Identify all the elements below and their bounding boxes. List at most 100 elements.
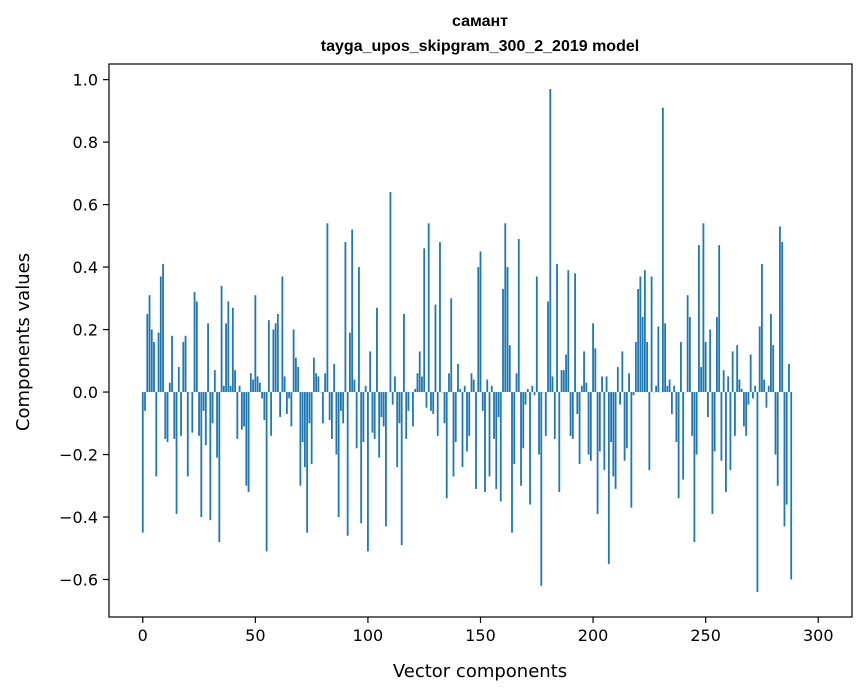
bar-262 (731, 351, 734, 393)
y-axis: −0.6 −0.4 −0.2 0.0 0.2 0.4 0.6 0.8 1.0 (59, 71, 109, 590)
bar-54 (263, 392, 266, 421)
bar-88 (340, 392, 342, 411)
bar-210 (614, 392, 617, 489)
bar-11 (166, 392, 169, 443)
bar-31 (211, 392, 214, 424)
bar-36 (222, 385, 225, 393)
bar-166 (515, 373, 518, 393)
bar-270 (749, 354, 752, 393)
bar-12 (168, 382, 171, 393)
bar-280 (772, 345, 775, 393)
bar-278 (767, 385, 770, 393)
bar-35 (220, 285, 223, 393)
y-tick-label: 0.6 (73, 196, 98, 215)
bar-157 (495, 392, 498, 489)
bar-272 (754, 385, 757, 393)
bar-32 (213, 370, 216, 393)
bar-205 (603, 392, 606, 471)
bar-134 (443, 392, 446, 424)
bar-220 (637, 288, 640, 393)
bar-215 (625, 392, 628, 449)
bar-108 (385, 392, 387, 527)
bar-116 (403, 313, 405, 393)
bar-239 (679, 342, 682, 393)
bar-115 (400, 392, 403, 546)
bar-187 (562, 370, 565, 393)
bar-275 (761, 263, 763, 393)
x-tick-label: 300 (803, 626, 834, 645)
bar-110 (389, 192, 392, 393)
bar-38 (227, 301, 230, 393)
bar-48 (249, 373, 252, 393)
bar-279 (770, 313, 772, 393)
bar-274 (758, 326, 761, 393)
bar-99 (364, 385, 367, 393)
bar-7 (157, 332, 160, 393)
y-tick-label: 0.8 (73, 133, 98, 152)
bar-123 (418, 351, 421, 393)
bar-60 (276, 313, 279, 393)
bar-287 (788, 363, 790, 393)
bar-70 (299, 392, 302, 486)
bar-146 (470, 373, 473, 393)
bar-263 (734, 392, 736, 436)
bar-221 (639, 276, 642, 393)
bar-128 (430, 392, 432, 411)
bar-50 (254, 295, 257, 393)
bar-264 (736, 345, 739, 393)
bar-89 (342, 392, 345, 424)
bar-171 (526, 388, 529, 393)
bar-23 (193, 292, 196, 393)
chart-subtitle: tayga_upos_skipgram_300_2_2019 model (321, 38, 639, 55)
bar-170 (524, 392, 527, 405)
bar-243 (688, 317, 691, 393)
bar-9 (162, 263, 164, 393)
y-tick-label: −0.6 (59, 571, 98, 590)
bar-15 (175, 392, 178, 514)
bar-254 (713, 392, 716, 452)
bar-17 (180, 392, 182, 436)
y-tick-label: −0.2 (59, 446, 98, 465)
bar-1 (144, 392, 146, 411)
bar-185 (558, 392, 561, 493)
bar-189 (567, 270, 570, 393)
bar-96 (358, 267, 360, 393)
bar-225 (648, 392, 651, 471)
bar-194 (578, 392, 581, 464)
bar-153 (486, 379, 489, 393)
bar-250 (704, 342, 707, 393)
bar-81 (324, 373, 327, 393)
y-tick-label: 0.4 (73, 258, 98, 277)
bar-0 (141, 392, 144, 533)
bar-203 (598, 392, 601, 452)
bar-77 (315, 373, 318, 393)
bar-51 (256, 376, 259, 393)
y-tick-label: 0.2 (73, 321, 98, 340)
bar-249 (702, 223, 705, 393)
bar-245 (693, 392, 696, 543)
bar-195 (580, 385, 583, 393)
bar-94 (353, 379, 356, 393)
bar-127 (427, 223, 430, 393)
bar-160 (502, 288, 504, 393)
y-tick-label: 1.0 (73, 71, 98, 90)
bar-201 (594, 348, 597, 393)
bar-10 (164, 392, 167, 439)
bar-2 (146, 313, 149, 393)
bar-5 (153, 342, 155, 393)
bar-49 (252, 379, 254, 393)
bar-75 (310, 392, 313, 464)
bar-251 (707, 392, 709, 418)
bar-39 (229, 385, 232, 393)
bar-101 (369, 351, 372, 393)
bar-129 (432, 392, 435, 414)
bar-69 (297, 367, 300, 393)
bar-240 (682, 392, 685, 480)
x-axis: 0 50 100 150 200 250 300 (138, 617, 834, 645)
bar-93 (351, 229, 354, 393)
bar-154 (488, 392, 491, 477)
bar-253 (711, 392, 714, 514)
bar-222 (641, 317, 644, 393)
bar-228 (655, 385, 658, 393)
bar-73 (306, 392, 309, 533)
